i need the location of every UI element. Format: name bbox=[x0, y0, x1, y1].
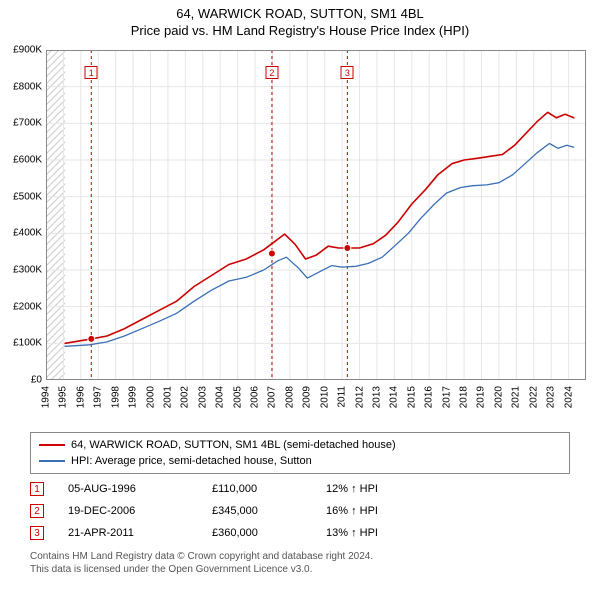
event-badge-icon: 3 bbox=[30, 526, 44, 540]
sale-marker-badge: 2 bbox=[265, 66, 278, 79]
sale-event-row: 1 05-AUG-1996 £110,000 12% ↑ HPI bbox=[30, 478, 570, 500]
event-hpi: 16% ↑ HPI bbox=[326, 505, 416, 517]
x-tick-label: 2003 bbox=[197, 386, 208, 408]
x-tick-label: 2011 bbox=[337, 386, 348, 408]
x-tick-label: 2020 bbox=[493, 386, 504, 408]
x-tick-label: 1995 bbox=[58, 386, 69, 408]
event-price: £345,000 bbox=[212, 505, 302, 517]
y-tick-label: £200K bbox=[13, 301, 42, 312]
x-tick-label: 2024 bbox=[563, 386, 574, 408]
chart-titles: 64, WARWICK ROAD, SUTTON, SM1 4BL Price … bbox=[0, 0, 600, 38]
y-tick-label: £0 bbox=[31, 375, 42, 386]
x-tick-label: 2007 bbox=[267, 386, 278, 408]
sale-events-table: 1 05-AUG-1996 £110,000 12% ↑ HPI 2 19-DE… bbox=[30, 478, 570, 544]
x-tick-label: 2017 bbox=[441, 386, 452, 408]
x-tick-label: 2018 bbox=[459, 386, 470, 408]
chart-svg bbox=[46, 50, 586, 380]
sale-event-row: 2 19-DEC-2006 £345,000 16% ↑ HPI bbox=[30, 500, 570, 522]
x-tick-label: 2000 bbox=[145, 386, 156, 408]
x-tick-label: 2010 bbox=[319, 386, 330, 408]
chart-container: 64, WARWICK ROAD, SUTTON, SM1 4BL Price … bbox=[0, 0, 600, 590]
x-tick-label: 2014 bbox=[389, 386, 400, 408]
x-tick-label: 1996 bbox=[75, 386, 86, 408]
x-tick-label: 2001 bbox=[162, 386, 173, 408]
sale-marker-badge: 3 bbox=[341, 66, 354, 79]
y-tick-label: £700K bbox=[13, 118, 42, 129]
event-badge-icon: 1 bbox=[30, 482, 44, 496]
x-tick-label: 2005 bbox=[232, 386, 243, 408]
x-tick-label: 1999 bbox=[128, 386, 139, 408]
event-hpi: 13% ↑ HPI bbox=[326, 527, 416, 539]
event-price: £110,000 bbox=[212, 483, 302, 495]
x-tick-label: 2002 bbox=[180, 386, 191, 408]
event-date: 21-APR-2011 bbox=[68, 527, 188, 539]
x-tick-label: 2009 bbox=[302, 386, 313, 408]
y-tick-label: £800K bbox=[13, 81, 42, 92]
x-tick-label: 2022 bbox=[528, 386, 539, 408]
x-tick-label: 1998 bbox=[110, 386, 121, 408]
footer-attribution: Contains HM Land Registry data © Crown c… bbox=[30, 550, 570, 576]
plot-area: 1 2 3 bbox=[46, 50, 586, 380]
x-axis-labels: 1994199519961997199819992000200120022003… bbox=[46, 380, 586, 430]
footer-line: Contains HM Land Registry data © Crown c… bbox=[30, 550, 570, 563]
x-tick-label: 2016 bbox=[424, 386, 435, 408]
x-tick-label: 2019 bbox=[476, 386, 487, 408]
x-tick-label: 2023 bbox=[546, 386, 557, 408]
event-badge-icon: 2 bbox=[30, 504, 44, 518]
x-tick-label: 2008 bbox=[284, 386, 295, 408]
x-tick-label: 2015 bbox=[406, 386, 417, 408]
title-subtitle: Price paid vs. HM Land Registry's House … bbox=[0, 23, 600, 38]
y-tick-label: £600K bbox=[13, 155, 42, 166]
y-tick-label: £500K bbox=[13, 191, 42, 202]
x-tick-label: 2012 bbox=[354, 386, 365, 408]
legend-label: 64, WARWICK ROAD, SUTTON, SM1 4BL (semi-… bbox=[71, 439, 396, 451]
y-tick-label: £100K bbox=[13, 338, 42, 349]
y-axis-labels: £0£100K£200K£300K£400K£500K£600K£700K£80… bbox=[0, 50, 44, 380]
y-tick-label: £400K bbox=[13, 228, 42, 239]
x-tick-label: 1994 bbox=[41, 386, 52, 408]
legend-label: HPI: Average price, semi-detached house,… bbox=[71, 455, 312, 467]
x-tick-label: 2021 bbox=[511, 386, 522, 408]
event-date: 05-AUG-1996 bbox=[68, 483, 188, 495]
x-tick-label: 2004 bbox=[215, 386, 226, 408]
legend: 64, WARWICK ROAD, SUTTON, SM1 4BL (semi-… bbox=[30, 432, 570, 474]
title-address: 64, WARWICK ROAD, SUTTON, SM1 4BL bbox=[0, 6, 600, 21]
sale-event-row: 3 21-APR-2011 £360,000 13% ↑ HPI bbox=[30, 522, 570, 544]
sale-marker-badge: 1 bbox=[85, 66, 98, 79]
event-price: £360,000 bbox=[212, 527, 302, 539]
footer-line: This data is licensed under the Open Gov… bbox=[30, 563, 570, 576]
legend-swatch-icon bbox=[39, 444, 65, 446]
legend-item-price-paid: 64, WARWICK ROAD, SUTTON, SM1 4BL (semi-… bbox=[39, 437, 561, 453]
legend-item-hpi: HPI: Average price, semi-detached house,… bbox=[39, 453, 561, 469]
event-date: 19-DEC-2006 bbox=[68, 505, 188, 517]
legend-swatch-icon bbox=[39, 460, 65, 462]
x-tick-label: 2013 bbox=[371, 386, 382, 408]
y-tick-label: £900K bbox=[13, 45, 42, 56]
event-hpi: 12% ↑ HPI bbox=[326, 483, 416, 495]
x-tick-label: 2006 bbox=[250, 386, 261, 408]
x-tick-label: 1997 bbox=[93, 386, 104, 408]
y-tick-label: £300K bbox=[13, 265, 42, 276]
